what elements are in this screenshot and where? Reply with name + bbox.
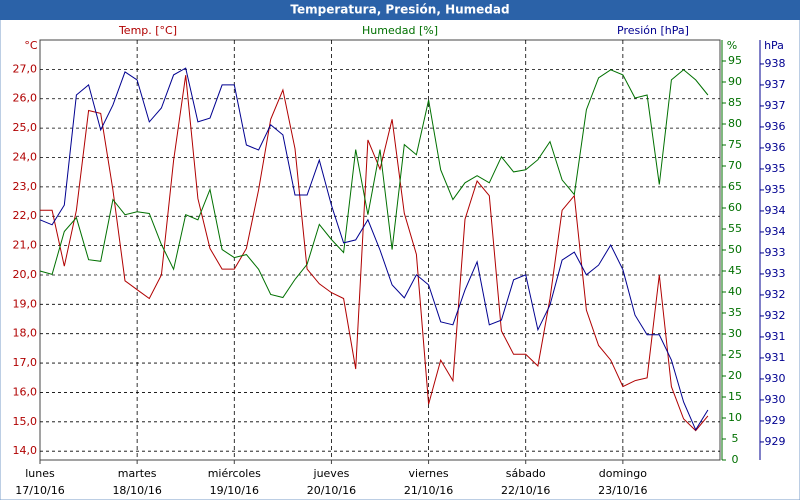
y2-unit: % <box>727 39 737 52</box>
y3-tick-label: 936 <box>765 141 786 154</box>
x-tick-label: jueves <box>313 467 350 480</box>
y-tick-label: 14,0 <box>13 444 38 457</box>
series-heading: Presión [hPa] <box>617 24 689 37</box>
y2-tick-label: 85 <box>728 96 742 109</box>
y2-tick-label: 5 <box>732 432 739 445</box>
y3-tick-label: 934 <box>765 204 786 217</box>
y3-tick-label: 929 <box>765 414 786 427</box>
y2-tick-label: 75 <box>728 138 742 151</box>
y3-tick-label: 937 <box>765 78 786 91</box>
y-tick-label: 25,0 <box>13 121 38 134</box>
y-tick-label: 26,0 <box>13 92 38 105</box>
y2-tick-label: 90 <box>728 75 742 88</box>
x-tick-label: viernes <box>409 467 449 480</box>
y3-tick-label: 938 <box>765 57 786 70</box>
y-tick-label: 16,0 <box>13 385 38 398</box>
y-tick-label: 18,0 <box>13 327 38 340</box>
y3-tick-label: 931 <box>765 351 786 364</box>
x-tick-label: domingo <box>599 467 647 480</box>
x-tick-label: 21/10/16 <box>404 484 453 497</box>
y-tick-label: 15,0 <box>13 415 38 428</box>
y3-tick-label: 929 <box>765 435 786 448</box>
series-line <box>40 75 709 432</box>
y3-tick-label: 931 <box>765 330 786 343</box>
y3-tick-label: 936 <box>765 120 786 133</box>
y-tick-label: 24,0 <box>13 150 38 163</box>
y2-tick-label: 60 <box>728 201 742 214</box>
series-line <box>39 69 709 299</box>
y3-tick-label: 933 <box>765 246 786 259</box>
y3-tick-label: 932 <box>765 288 786 301</box>
y3-tick-label: 937 <box>765 99 786 112</box>
y2-tick-label: 40 <box>728 285 742 298</box>
y-unit: °C <box>24 39 38 52</box>
y3-tick-label: 933 <box>765 267 786 280</box>
y2-tick-label: 70 <box>728 159 742 172</box>
y2-tick-label: 95 <box>728 54 742 67</box>
y2-tick-label: 80 <box>728 117 742 130</box>
chart-title: Temperatura, Presión, Humedad <box>290 3 509 17</box>
y2-tick-label: 50 <box>728 243 742 256</box>
y2-tick-label: 25 <box>728 348 742 361</box>
y-tick-label: 19,0 <box>13 297 38 310</box>
x-tick-label: miércoles <box>208 467 261 480</box>
series-heading: Temp. [°C] <box>118 24 177 37</box>
y2-tick-label: 30 <box>728 327 742 340</box>
x-tick-label: 20/10/16 <box>307 484 356 497</box>
y3-tick-label: 930 <box>765 372 786 385</box>
x-tick-label: 17/10/16 <box>15 484 64 497</box>
y2-tick-label: 35 <box>728 306 742 319</box>
y2-tick-label: 55 <box>728 222 742 235</box>
y2-tick-label: 20 <box>728 369 742 382</box>
x-tick-label: 23/10/16 <box>598 484 647 497</box>
y2-tick-label: 65 <box>728 180 742 193</box>
y-tick-label: 17,0 <box>13 356 38 369</box>
y-tick-label: 27,0 <box>13 62 38 75</box>
y3-unit: hPa <box>764 39 784 52</box>
y3-tick-label: 935 <box>765 183 786 196</box>
x-tick-label: 19/10/16 <box>210 484 259 497</box>
y-tick-label: 20,0 <box>13 268 38 281</box>
y2-tick-label: 45 <box>728 264 742 277</box>
y3-tick-label: 934 <box>765 225 786 238</box>
series-line <box>39 67 709 431</box>
y3-tick-label: 932 <box>765 309 786 322</box>
y3-tick-label: 930 <box>765 393 786 406</box>
x-tick-label: 18/10/16 <box>112 484 161 497</box>
y2-tick-label: 0 <box>732 453 739 466</box>
y2-tick-label: 10 <box>728 411 742 424</box>
x-tick-label: 22/10/16 <box>501 484 550 497</box>
y3-tick-label: 935 <box>765 162 786 175</box>
x-tick-label: lunes <box>25 467 55 480</box>
y2-tick-label: 15 <box>728 390 742 403</box>
y-tick-label: 21,0 <box>13 239 38 252</box>
title-bar <box>0 0 800 20</box>
x-tick-label: martes <box>118 467 157 480</box>
series-heading: Humedad [%] <box>362 24 438 37</box>
y-tick-label: 22,0 <box>13 209 38 222</box>
y-tick-label: 23,0 <box>13 180 38 193</box>
x-tick-label: sábado <box>506 467 546 480</box>
